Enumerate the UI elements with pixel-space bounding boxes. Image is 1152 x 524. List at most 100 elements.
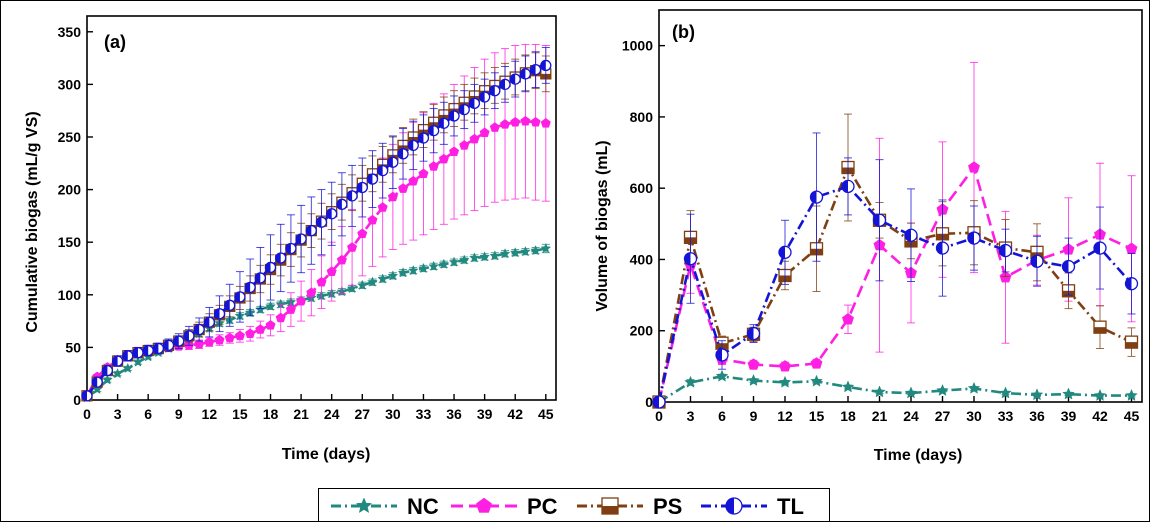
panel-b-y-tick-label: 600 [630, 180, 654, 196]
legend-label-ps: PS [653, 494, 682, 519]
panel-b-x-tick-label: 21 [872, 408, 888, 424]
panel-b-x-tick-label: 0 [655, 408, 663, 424]
panel-a-x-tick-label: 36 [446, 406, 462, 422]
legend-label-tl: TL [777, 494, 804, 519]
panel-b-x-tick-label: 36 [1029, 408, 1045, 424]
panel-a-point-tl [162, 339, 175, 351]
panel-a-point-nc [428, 260, 440, 271]
legend-label-pc: PC [527, 494, 558, 519]
panel-a-point-tl [173, 335, 185, 347]
legend-label-nc: NC [407, 494, 439, 519]
panel-a-point-nc [489, 250, 501, 261]
panel-b-x-tick-label: 33 [998, 408, 1014, 424]
panel-b-point-tl [904, 228, 918, 242]
panel-a-point-pc [296, 295, 307, 306]
panel-b-point-tl [1093, 241, 1107, 255]
panel-a-point-pc [479, 127, 490, 138]
panel-a-point-tl [540, 59, 552, 72]
panel-a-x-tick-label: 3 [114, 406, 122, 422]
panel-b-y-tick-label: 0 [645, 394, 653, 410]
panel-a-point-pc [326, 266, 337, 276]
panel-a-point-tl [81, 390, 93, 402]
panel-b-point-nc [936, 383, 949, 396]
panel-a-point-nc [448, 256, 460, 267]
panel-a-x-tick-label: 0 [83, 406, 91, 422]
panel-a-point-pc [520, 115, 531, 126]
panel-a-point-tl [428, 125, 440, 137]
panel-b-point-tl [778, 245, 792, 259]
panel-a-point-tl [519, 68, 532, 80]
panel-a-point-nc [377, 273, 389, 284]
panel-a-point-pc [438, 153, 449, 164]
panel-a-point-nc [132, 356, 144, 367]
panel-a-point-pc [357, 228, 368, 239]
panel-a-point-tl [509, 73, 521, 85]
panel-a-y-tick-label: 200 [58, 182, 82, 198]
panel-a-point-nc [509, 247, 521, 258]
panel-b-point-tl [967, 231, 981, 245]
panel-a-point-tl [275, 252, 287, 264]
panel-a-point-tl [356, 181, 368, 194]
panel-a-point-tl [448, 110, 460, 122]
panel-a-point-tl [244, 281, 256, 294]
panel-a-series-tl [81, 47, 552, 402]
panel-a-point-tl [234, 291, 246, 303]
panel-a-point-tl [326, 208, 338, 220]
panel-b-point-nc [1062, 387, 1075, 400]
panel-b-point-pc [778, 360, 792, 372]
panel-a-point-nc [112, 368, 123, 379]
panel-a-point-pc [469, 133, 480, 144]
panel-b-point-nc [967, 381, 981, 394]
panel-b-x-tick-label: 45 [1124, 408, 1140, 424]
panel-a-x-tick-label: 6 [144, 406, 152, 422]
panel-a-point-nc [346, 282, 358, 294]
panel-b-ylabel: Volume of biogas (mL) [594, 140, 611, 311]
panel-a-point-tl [285, 242, 297, 255]
panel-a-y-tick-label: 300 [58, 76, 82, 92]
panel-a-point-tl [387, 156, 399, 168]
panel-a-point-tl [152, 342, 165, 355]
panel-b-point-tl [1061, 259, 1076, 274]
panel-b-x-tick-label: 12 [777, 408, 793, 424]
panel-a-x-tick-label: 33 [416, 406, 432, 422]
panel-b-point-pc [1125, 242, 1138, 254]
panel-b-point-nc [999, 386, 1012, 399]
panel-b-point-pc [747, 358, 760, 370]
panel-a-point-tl [315, 216, 328, 228]
panel-b-point-tl [1030, 254, 1044, 268]
panel-b-point-nc [747, 373, 760, 386]
legend-canvas: NC PC PS TL [331, 494, 804, 519]
panel-a-y-tick-label: 150 [58, 234, 82, 250]
panel-b-line-pc [657, 164, 1133, 403]
panel-b-x-tick-label: 6 [718, 408, 726, 424]
panel-a-point-tl [142, 344, 154, 357]
panel-a-point-pc [306, 287, 317, 297]
panel-a-point-tl [264, 261, 277, 274]
panel-a-x-tick-label: 21 [293, 406, 309, 422]
panel-a-label: (a) [104, 32, 126, 52]
panel-a-point-tl [529, 64, 542, 76]
panel-a-point-nc [469, 252, 480, 263]
panel-a-point-tl [346, 190, 358, 202]
panel-a-point-pc [265, 319, 276, 330]
panel-b-series-tl [652, 132, 1139, 409]
panel-a-point-nc [499, 248, 511, 259]
panel-a-y-tick-label: 350 [58, 24, 82, 40]
panel-a-point-pc [459, 140, 470, 150]
panel-a-point-nc [356, 279, 368, 290]
panel-a-point-tl [489, 85, 501, 97]
panel-a-point-nc [530, 244, 541, 256]
panel-a-point-pc [234, 330, 245, 341]
panel-a-point-pc [428, 161, 439, 171]
panel-a-point-tl [438, 117, 450, 129]
panel-a-point-nc [254, 303, 266, 315]
panel-a-xlabel: Time (days) [282, 446, 371, 463]
panel-b-point-pc [810, 357, 823, 369]
panel-a-point-nc [91, 383, 103, 395]
panel-a-point-tl [417, 132, 430, 144]
panel-b-point-tl [935, 241, 950, 255]
panel-b-point-tl [998, 243, 1013, 258]
panel-a-point-pc [530, 116, 541, 127]
panel-b-y-tick-label: 200 [630, 323, 654, 339]
panel-a-point-tl [458, 103, 470, 116]
